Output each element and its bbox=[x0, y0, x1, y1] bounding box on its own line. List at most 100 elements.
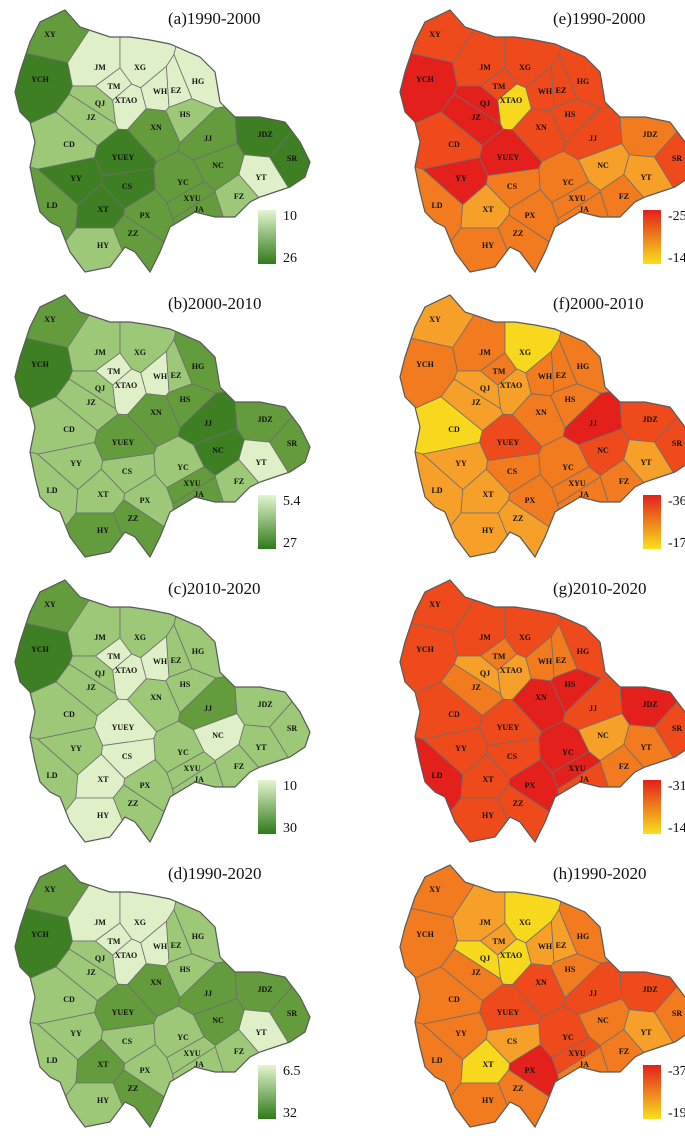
legend-label: -36 bbox=[668, 494, 685, 509]
region-label: HG bbox=[192, 77, 204, 86]
map-outline bbox=[14, 864, 311, 1129]
region-label: CS bbox=[122, 467, 133, 476]
region-label: NC bbox=[597, 1016, 609, 1025]
region-label: XTAO bbox=[500, 951, 523, 960]
region-label: HS bbox=[180, 965, 191, 974]
region-label: NC bbox=[597, 731, 609, 740]
panel-title: (e)1990-2000 bbox=[553, 9, 646, 28]
region-label: XYU bbox=[183, 1049, 201, 1058]
legend-label: -19 bbox=[668, 1106, 685, 1121]
region-label: CD bbox=[63, 710, 75, 719]
region-label: YT bbox=[255, 458, 267, 467]
region-label: JZ bbox=[471, 683, 480, 692]
region-label: YCH bbox=[416, 360, 435, 369]
region-label: ZZ bbox=[513, 799, 524, 808]
region-label: HG bbox=[192, 932, 204, 941]
region-label: JM bbox=[94, 63, 106, 72]
region-label: JJ bbox=[204, 134, 212, 143]
panel-title: (g)2010-2020 bbox=[553, 579, 646, 598]
region-label: XTAO bbox=[115, 96, 138, 105]
region-label: JZ bbox=[471, 398, 480, 407]
region-label: XG bbox=[134, 918, 146, 927]
region-label: FZ bbox=[619, 192, 629, 201]
map-outline bbox=[14, 294, 311, 559]
legend-label: 6.5 bbox=[283, 1064, 301, 1079]
legend-label: 10 bbox=[283, 779, 297, 794]
region-label: HY bbox=[482, 811, 494, 820]
region-label: YUEY bbox=[497, 1008, 520, 1017]
region-label: PX bbox=[140, 1066, 151, 1075]
region-label: JJ bbox=[204, 704, 212, 713]
region-label: JA bbox=[579, 205, 589, 214]
region-label: HS bbox=[565, 395, 576, 404]
region-label: JJ bbox=[589, 989, 597, 998]
region-label: CD bbox=[448, 425, 460, 434]
region-label: YCH bbox=[31, 75, 50, 84]
legend-bar bbox=[258, 495, 276, 549]
region-label: TM bbox=[493, 367, 506, 376]
region-label: XYU bbox=[568, 764, 586, 773]
region-label: JJ bbox=[204, 989, 212, 998]
region-label: PX bbox=[525, 211, 536, 220]
region-label: FZ bbox=[619, 477, 629, 486]
region-label: PX bbox=[140, 496, 151, 505]
region-label: FZ bbox=[234, 762, 244, 771]
region-label: XYU bbox=[568, 479, 586, 488]
region-label: XTAO bbox=[115, 951, 138, 960]
legend-label: 10 bbox=[283, 209, 297, 224]
region-label: XT bbox=[97, 490, 109, 499]
region bbox=[65, 1082, 123, 1128]
region-label: HS bbox=[565, 680, 576, 689]
region-label: JA bbox=[194, 490, 204, 499]
region-label: JZ bbox=[471, 113, 480, 122]
region-label: HS bbox=[180, 395, 191, 404]
region-label: SR bbox=[672, 1009, 682, 1018]
region-label: WH bbox=[153, 657, 168, 666]
region-label: QJ bbox=[95, 99, 105, 108]
region-label: YT bbox=[255, 173, 267, 182]
legend-bar bbox=[643, 1065, 661, 1119]
region-label: EZ bbox=[556, 941, 567, 950]
region-label: FZ bbox=[234, 192, 244, 201]
region-label: XN bbox=[150, 978, 162, 987]
region-label: JDZ bbox=[257, 130, 272, 139]
legend-bar bbox=[258, 210, 276, 264]
legend-bar bbox=[643, 495, 661, 549]
map-outline bbox=[14, 579, 311, 844]
region-label: YC bbox=[177, 748, 189, 757]
region-label: XG bbox=[134, 633, 146, 642]
region-label: XY bbox=[44, 30, 56, 39]
region-label: JM bbox=[94, 633, 106, 642]
region-label: CS bbox=[507, 1037, 518, 1046]
region-label: CD bbox=[63, 425, 75, 434]
region-label: XTAO bbox=[500, 381, 523, 390]
panel-title: (d)1990-2020 bbox=[168, 864, 261, 883]
region-label: XTAO bbox=[500, 96, 523, 105]
region bbox=[65, 227, 123, 273]
region-label: YY bbox=[70, 744, 82, 753]
region bbox=[450, 797, 508, 843]
region-label: TM bbox=[108, 937, 121, 946]
region-label: JZ bbox=[471, 968, 480, 977]
region-label: JDZ bbox=[642, 700, 657, 709]
region-label: FZ bbox=[234, 477, 244, 486]
region bbox=[450, 227, 508, 273]
region-label: SR bbox=[287, 154, 297, 163]
region-label: FZ bbox=[234, 1047, 244, 1056]
region-label: YT bbox=[640, 1028, 652, 1037]
region-label: JDZ bbox=[257, 985, 272, 994]
region-label: YUEY bbox=[497, 438, 520, 447]
region-label: CS bbox=[122, 182, 133, 191]
region-label: HG bbox=[192, 647, 204, 656]
region-label: YT bbox=[255, 743, 267, 752]
region-label: YC bbox=[562, 1033, 574, 1042]
legend-label: 27 bbox=[283, 536, 297, 551]
region-label: EZ bbox=[556, 86, 567, 95]
region-label: YT bbox=[640, 743, 652, 752]
region-label: YY bbox=[455, 459, 467, 468]
region-label: XN bbox=[535, 693, 547, 702]
region-label: CD bbox=[448, 710, 460, 719]
